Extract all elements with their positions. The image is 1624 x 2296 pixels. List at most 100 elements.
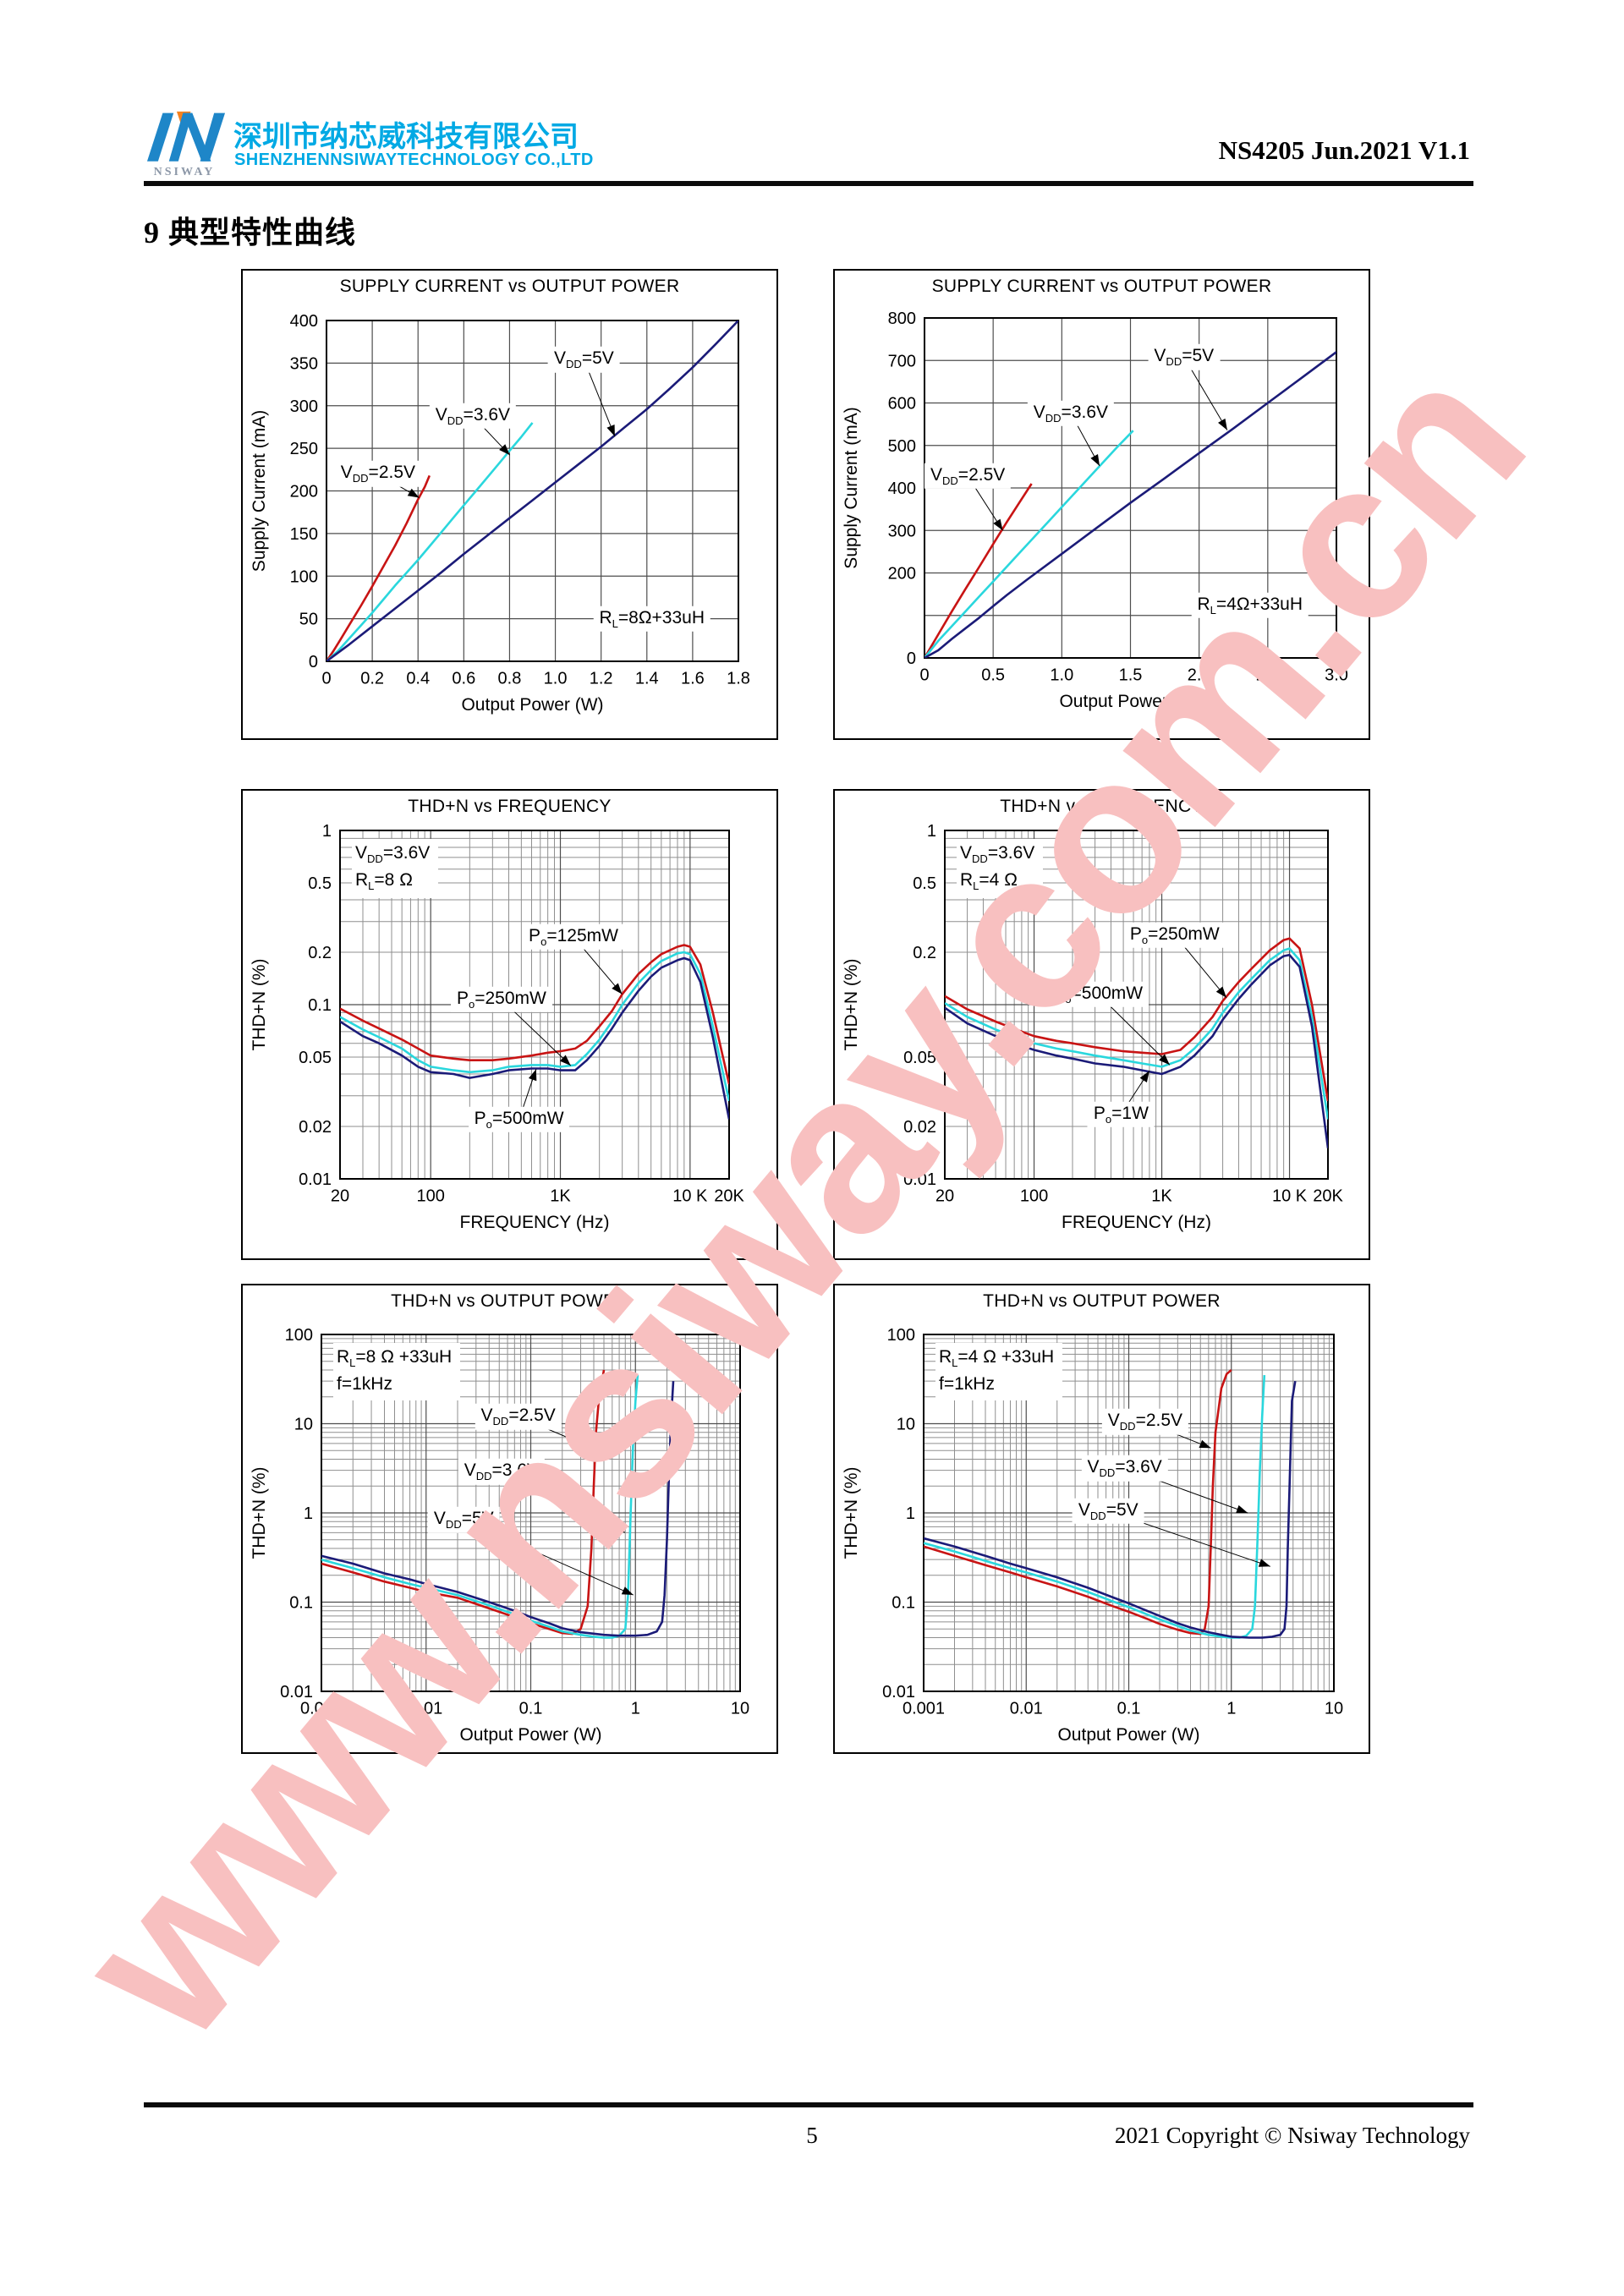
series-Po=1W [945, 953, 1328, 1148]
x-tick-label: 20 [331, 1187, 349, 1206]
y-tick-label: 350 [290, 354, 318, 373]
y-tick-label: 0.1 [308, 996, 332, 1015]
x-tick-label: 0.1 [1117, 1700, 1141, 1718]
x-tick-label: 1.5 [1119, 666, 1143, 685]
curve-label: Po=1W [1087, 1101, 1155, 1127]
series-VDD=5V [326, 321, 738, 661]
y-axis-label: THD+N (%) [250, 958, 269, 1050]
y-tick-label: 1 [906, 1504, 915, 1523]
y-tick-label: 0.1 [289, 1594, 313, 1613]
chart-conditions-note: RL=4 Ω +33uH f=1kHz [935, 1343, 1063, 1401]
y-tick-label: 800 [888, 310, 916, 328]
company-name-en: SHENZHENNSIWAYTECHNOLOGY CO.,LTD [234, 151, 594, 169]
x-axis-label: Output Power (W) [1059, 692, 1201, 711]
x-axis-label: Output Power (W) [461, 695, 603, 715]
x-tick-label: 0.01 [1010, 1700, 1043, 1718]
doc-reference: NS4205 Jun.2021 V1.1 [1218, 135, 1470, 165]
x-tick-label: 1K [1151, 1187, 1172, 1206]
x-tick-label: 0.4 [406, 670, 430, 688]
y-tick-label: 400 [888, 479, 916, 498]
chart-thdn-vs-frequency-8ohm: 20 100 1K 10 K 20K 1 0.5 0.2 0.1 0.05 0.02 0.01 FREQ… [241, 789, 778, 1260]
x-tick-label: 0.1 [519, 1700, 543, 1718]
x-tick-label: 10 [731, 1700, 749, 1718]
y-tick-label: 500 [888, 437, 916, 456]
series-VDD=5V [321, 1381, 675, 1637]
y-tick-label: 150 [290, 525, 318, 544]
x-tick-label: 1 [1226, 1700, 1236, 1718]
y-tick-label: 0.1 [913, 996, 936, 1015]
x-tick-label: 1 [631, 1700, 640, 1718]
nsiway-logo [146, 111, 226, 162]
series-VDD=2.5V [326, 474, 431, 661]
curve-label: Po=500mW [1047, 981, 1149, 1007]
y-tick-label: 200 [290, 483, 318, 501]
x-tick-label: 1.2 [590, 670, 613, 688]
y-axis-label: Supply Current (mA) [842, 407, 861, 568]
y-tick-label: 0.02 [299, 1118, 332, 1137]
chart-supply-current-vs-output-power-4ohm: 0 0.5 1.0 1.5 2.0 2.5 3.0 0 200 300 400 500 600 700 80… [833, 269, 1370, 740]
curve-label: RL=4Ω+33uH [1191, 592, 1309, 618]
x-tick-label: 0.6 [452, 670, 475, 688]
curve-label: Po=250mW [450, 986, 552, 1013]
chart-thdn-vs-frequency-4ohm: 20 100 1K 10 K 20K 1 0.5 0.2 0.1 0.05 0.02 0.01 FREQ… [833, 789, 1370, 1260]
series-VDD=2.5V [924, 1369, 1232, 1636]
y-tick-label: 0.5 [308, 874, 332, 893]
y-tick-label: 10 [897, 1416, 915, 1434]
x-tick-label: 1.4 [635, 670, 659, 688]
chart-conditions-note: VDD=3.6V RL=4 Ω [957, 839, 1044, 899]
series-VDD=2.5V [924, 483, 1033, 658]
company-name-cn: 深圳市纳芯威科技有限公司 [233, 121, 579, 153]
x-axis-label: Output Power (W) [459, 1725, 601, 1745]
y-tick-label: 1 [304, 1504, 313, 1523]
x-tick-label: 0.01 [409, 1700, 442, 1718]
chart-title: THD+N vs FREQUENCY [408, 797, 612, 816]
x-tick-label: 1.0 [544, 670, 568, 688]
series-VDD=2.5V [321, 1369, 606, 1636]
series-VDD=3.6V [321, 1374, 639, 1639]
x-tick-label: 1.8 [727, 670, 750, 688]
y-tick-label: 0.1 [892, 1594, 915, 1613]
y-tick-label: 0.2 [913, 944, 936, 962]
series-Po=500mW [340, 956, 729, 1120]
series-Po=250mW [340, 951, 729, 1102]
y-tick-label: 200 [888, 565, 916, 584]
x-tick-label: 10 [1325, 1700, 1343, 1718]
curve-label: Po=250mW [1123, 922, 1226, 948]
series-VDD=3.6V [326, 422, 534, 661]
x-tick-label: 20K [714, 1187, 744, 1206]
y-tick-label: 300 [888, 522, 916, 540]
y-tick-label: 250 [290, 440, 318, 458]
y-tick-label: 300 [290, 397, 318, 416]
x-tick-label: 0.5 [981, 666, 1005, 685]
x-axis-label: FREQUENCY (Hz) [460, 1213, 610, 1232]
curve-label: VDD=2.5V [334, 461, 422, 487]
chart-title: SUPPLY CURRENT vs OUTPUT POWER [931, 277, 1272, 296]
y-tick-label: 10 [294, 1416, 313, 1434]
series-Po=125mW [340, 944, 729, 1085]
x-tick-label: 2.5 [1256, 666, 1280, 685]
chart-conditions-note: VDD=3.6V RL=8 Ω [352, 839, 439, 899]
curve-label: Po=125mW [523, 923, 624, 950]
curve-label: RL=8Ω+33uH [593, 606, 710, 632]
chart-supply-current-vs-output-power-8ohm: 0 0.2 0.4 0.6 0.8 1.0 1.2 1.4 1.6 1.8 0 50 100 150 200… [241, 269, 778, 740]
x-tick-label: 1.6 [681, 670, 705, 688]
x-tick-label: 2.0 [1188, 666, 1211, 685]
logo-wordmark: NSIWAY [153, 166, 216, 178]
page-number: 5 [806, 2123, 818, 2148]
curve-label: VDD=2.5V [1101, 1409, 1189, 1435]
y-axis-label: Supply Current (mA) [250, 410, 269, 572]
x-tick-label: 100 [1020, 1187, 1048, 1206]
header-rule [144, 181, 1473, 186]
section-title: 9 典型特性曲线 [144, 216, 357, 249]
chart-title: THD+N vs OUTPUT POWER [391, 1291, 628, 1311]
y-tick-label: 0 [309, 653, 318, 671]
x-tick-label: 100 [416, 1187, 444, 1206]
y-tick-label: 0.5 [913, 874, 936, 893]
y-tick-label: 0 [907, 649, 916, 668]
x-tick-label: 0.001 [903, 1700, 945, 1718]
curve-label: VDD=3.6V [429, 403, 517, 430]
series-Po=500mW [945, 947, 1328, 1120]
y-tick-label: 0.05 [903, 1049, 936, 1067]
x-axis-label: Output Power (W) [1057, 1725, 1199, 1745]
